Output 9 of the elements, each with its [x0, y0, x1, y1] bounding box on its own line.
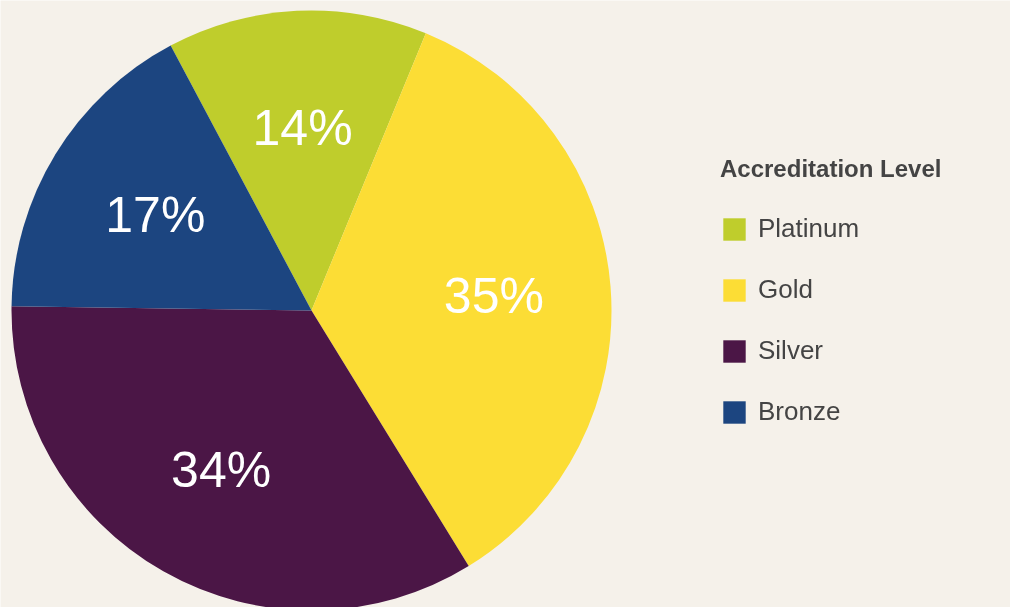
legend-label: Platinum: [758, 213, 860, 244]
data-label: 14%: [252, 99, 353, 156]
legend-label: Gold: [758, 274, 813, 305]
legend-label: Silver: [758, 335, 824, 366]
legend-title: Accreditation Level: [720, 155, 942, 183]
data-label: 34%: [171, 441, 272, 498]
data-label: 35%: [443, 267, 544, 324]
legend-label: Bronze: [758, 396, 841, 427]
data-label: 17%: [105, 187, 206, 244]
